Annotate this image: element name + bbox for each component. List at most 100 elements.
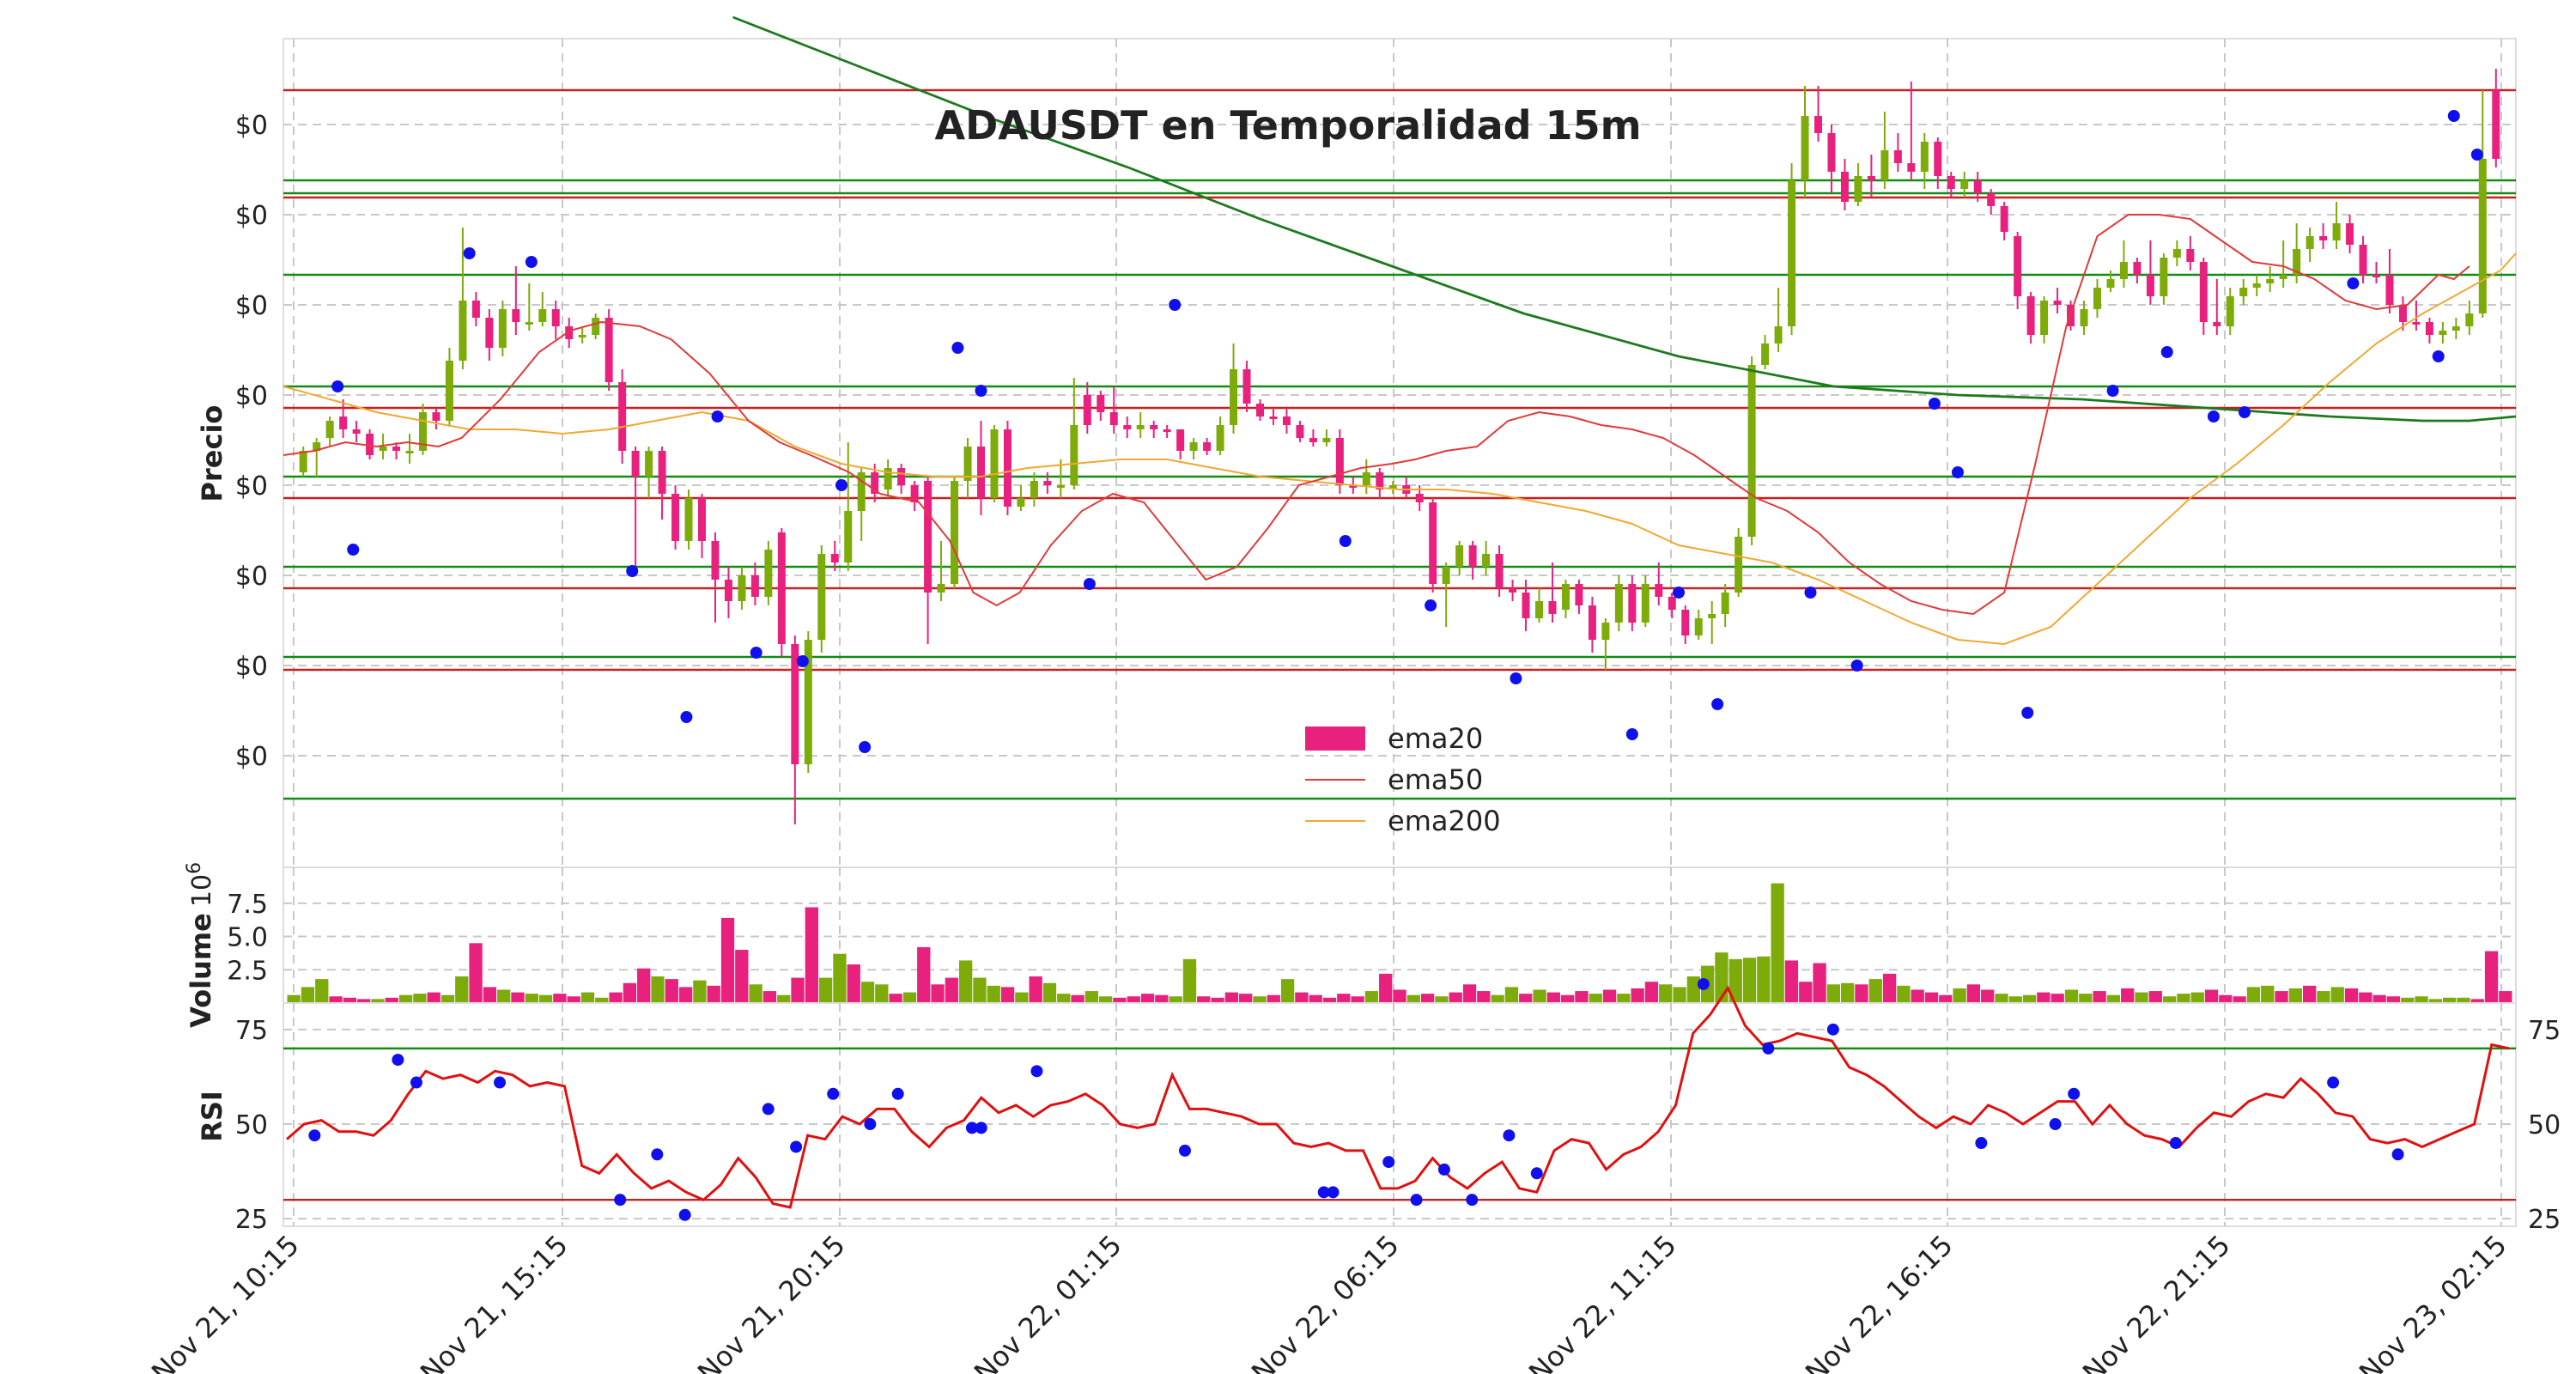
candle-body xyxy=(738,575,746,601)
volume-bar xyxy=(1253,996,1267,1003)
candle-body xyxy=(977,447,985,498)
candle-body xyxy=(777,532,786,644)
candle-body xyxy=(711,541,720,580)
volume-bar xyxy=(1057,994,1071,1003)
candle-body xyxy=(2093,288,2101,309)
candle-body xyxy=(1920,142,1929,172)
volume-bar xyxy=(1868,979,1882,1003)
candle-body xyxy=(1801,116,1809,180)
candle-body xyxy=(352,429,361,434)
candle-body xyxy=(830,554,839,562)
volume-bar xyxy=(1602,989,1617,1003)
volume-scale-label: 106 xyxy=(184,862,217,907)
volume-bar xyxy=(2106,994,2121,1003)
candle-body xyxy=(1522,593,1530,618)
volume-bar xyxy=(469,943,483,1003)
volume-bar xyxy=(2386,996,2401,1003)
candle-body xyxy=(1601,623,1610,640)
candle-body xyxy=(1309,438,1317,442)
volume-bar xyxy=(902,992,917,1003)
candle-body xyxy=(1242,369,1251,404)
rsi-tick-label-right: 25 xyxy=(2528,1205,2561,1235)
candle-body xyxy=(1230,369,1238,425)
volume-bar xyxy=(2499,991,2512,1003)
price-tick-label: $0 xyxy=(235,562,268,592)
volume-bar xyxy=(847,964,860,1003)
volume-bar xyxy=(889,994,902,1003)
volume-bar xyxy=(455,976,469,1003)
volume-bar xyxy=(860,982,875,1003)
volume-bar xyxy=(567,996,580,1003)
rsi-panel: 25 25 50 50 75 75 RSI xyxy=(196,977,2561,1235)
candle-body xyxy=(1203,442,1212,451)
volume-bar xyxy=(2302,985,2317,1003)
volume-bar xyxy=(315,979,329,1003)
candle-body xyxy=(2398,305,2407,322)
volume-bar xyxy=(2050,994,2064,1003)
volume-bar xyxy=(1519,994,1533,1003)
volume-bar xyxy=(1939,994,1953,1003)
candle-body xyxy=(592,318,600,335)
volume-bar xyxy=(357,999,371,1003)
candle-body xyxy=(325,421,334,438)
candle-body xyxy=(817,554,826,640)
volume-bar xyxy=(1449,992,1462,1003)
candle-body xyxy=(724,580,732,601)
candle-body xyxy=(2226,296,2234,326)
volume-bar xyxy=(1995,994,2008,1003)
candle-body xyxy=(2160,258,2168,296)
price-signal-dot xyxy=(711,410,724,423)
candle-body xyxy=(2133,262,2142,275)
rsi-signal-dot xyxy=(975,1122,987,1134)
price-signal-dot xyxy=(2239,406,2251,418)
candle-body xyxy=(1561,584,1570,610)
volume-bar xyxy=(1504,987,1519,1003)
candle-body xyxy=(2106,279,2115,288)
x-tick-label: Nov 21, 10:15 xyxy=(145,1229,306,1374)
price-signal-dot xyxy=(2432,350,2445,362)
volume-bar xyxy=(973,977,987,1003)
rsi-axis-label: RSI xyxy=(196,1091,228,1142)
rsi-tick-label-right: 50 xyxy=(2528,1110,2561,1140)
volume-bar xyxy=(2415,996,2428,1003)
rsi-signal-dot xyxy=(891,1087,904,1100)
price-signal-dot xyxy=(2021,707,2034,719)
volume-bar xyxy=(1491,994,1504,1003)
candle-body xyxy=(2026,296,2035,335)
ema20-line xyxy=(283,214,2470,616)
candle-body xyxy=(2279,275,2287,279)
volume-bar xyxy=(1560,994,1575,1003)
rsi-signal-dot xyxy=(308,1129,321,1142)
candle-body xyxy=(2053,301,2062,305)
x-tick-label: Nov 22, 01:15 xyxy=(968,1229,1128,1374)
candle-body xyxy=(1840,172,1849,202)
candle-body xyxy=(1083,395,1091,425)
volume-panel: 2.55.07.5 Volume 106 xyxy=(184,862,2517,1028)
candle-body xyxy=(1163,429,1171,432)
candle-body xyxy=(2412,322,2421,325)
candle-body xyxy=(1097,395,1105,412)
candle-body xyxy=(1017,498,1025,507)
volume-bar xyxy=(2233,996,2246,1003)
rsi-signal-dot xyxy=(1317,1186,1330,1199)
candle-body xyxy=(1322,438,1331,442)
price-signal-dot xyxy=(331,380,344,392)
candle-body xyxy=(2359,245,2367,275)
volume-bar xyxy=(2022,994,2037,1003)
volume-bar xyxy=(2428,999,2442,1003)
volume-bar xyxy=(1197,996,1211,1003)
candle-body xyxy=(671,494,680,541)
rsi-signal-dot xyxy=(651,1148,664,1161)
rsi-signal-dot xyxy=(410,1076,422,1089)
candle-body xyxy=(1468,545,1477,567)
volume-bar xyxy=(1897,985,1911,1003)
volume-bar xyxy=(2470,999,2484,1003)
price-signal-dot xyxy=(1169,299,1182,311)
candle-body xyxy=(1708,614,1716,618)
candle-body xyxy=(2239,288,2248,296)
rsi-signal-dot xyxy=(1697,977,1710,990)
candle-body xyxy=(1628,584,1637,623)
candle-body xyxy=(2492,90,2500,159)
rsi-signal-dot xyxy=(965,1122,978,1134)
volume-bar xyxy=(1924,992,1939,1003)
